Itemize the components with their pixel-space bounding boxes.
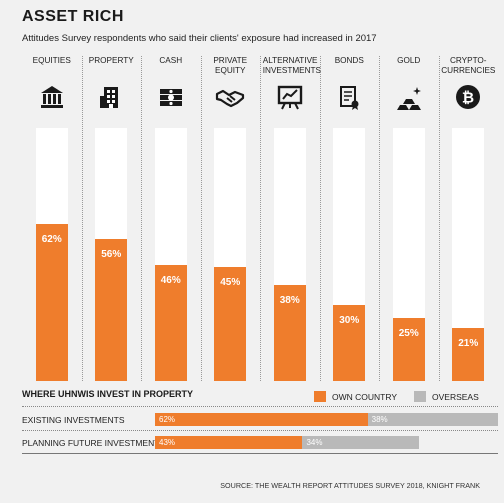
bar-value-label: 38% xyxy=(279,294,300,306)
column-separator xyxy=(319,56,321,381)
category-label: PRIVATE EQUITY xyxy=(213,56,248,75)
svg-text:₿: ₿ xyxy=(462,89,474,107)
easel-chart-icon xyxy=(275,82,305,112)
legend-label-own-country: OWN COUNTRY xyxy=(332,392,398,402)
bitcoin-icon: ₿ xyxy=(453,82,483,112)
source-note: SOURCE: THE WEALTH REPORT ATTITUDES SURV… xyxy=(220,481,480,490)
column-separator xyxy=(200,56,202,381)
gold-bars-icon xyxy=(394,82,424,112)
column-separator xyxy=(260,56,261,381)
category-label: EQUITIES xyxy=(32,56,71,65)
bar-value-label: 62% xyxy=(41,234,62,246)
divider-bottom xyxy=(22,453,498,454)
column-separator xyxy=(379,56,380,381)
chart-title: ASSET RICH xyxy=(22,8,124,25)
divider-top xyxy=(22,406,498,407)
row-label-planning: PLANNING FUTURE INVESTMENTS xyxy=(22,438,166,448)
bar xyxy=(392,317,425,381)
row-label-existing: EXISTING INVESTMENTS xyxy=(22,415,125,425)
own-country-segment xyxy=(155,436,303,449)
handshake-icon xyxy=(215,82,245,112)
chart-subtitle: Attitudes Survey respondents who said th… xyxy=(22,33,377,44)
overseas-segment xyxy=(302,436,420,449)
own-country-segment xyxy=(155,413,368,426)
segment-value-label: 43% xyxy=(159,438,176,447)
bar-value-label: 45% xyxy=(220,277,241,289)
overseas-segment xyxy=(367,413,498,426)
category-label: PROPERTY xyxy=(88,56,134,65)
segment-value-label: 34% xyxy=(306,438,323,447)
property-section-title: WHERE UHNWIs INVEST IN PROPERTY xyxy=(22,389,194,399)
bar-value-label: 30% xyxy=(339,315,360,327)
bar xyxy=(154,264,187,381)
legend-label-overseas: OVERSEAS xyxy=(432,392,479,402)
column-separator xyxy=(438,56,440,381)
bar xyxy=(333,305,366,381)
category-label: BONDS xyxy=(334,56,364,65)
bar xyxy=(273,284,306,381)
bar-value-label: 25% xyxy=(398,327,419,339)
category-label: GOLD xyxy=(397,56,421,65)
category-label: CASH xyxy=(159,56,183,65)
scroll-icon xyxy=(334,82,364,112)
bar-value-label: 21% xyxy=(458,337,479,349)
bar xyxy=(452,327,485,381)
bar-value-label: 46% xyxy=(160,274,181,286)
bar-value-label: 56% xyxy=(101,249,122,261)
segment-value-label: 62% xyxy=(159,415,176,424)
divider-middle xyxy=(22,430,498,431)
legend-swatch-overseas xyxy=(414,391,426,402)
category-label: CRYPTO- CURRENCIES xyxy=(441,56,496,75)
bank-icon xyxy=(37,82,67,112)
column-separator xyxy=(81,56,83,381)
column-separator xyxy=(141,56,142,381)
segment-value-label: 38% xyxy=(371,415,388,424)
cash-icon xyxy=(156,82,186,112)
bar xyxy=(214,267,247,381)
bar xyxy=(95,239,128,381)
legend-swatch-own-country xyxy=(314,391,326,402)
category-label: ALTERNATIVE INVESTMENTS xyxy=(262,56,321,75)
bar xyxy=(35,224,68,381)
building-icon xyxy=(96,82,126,112)
